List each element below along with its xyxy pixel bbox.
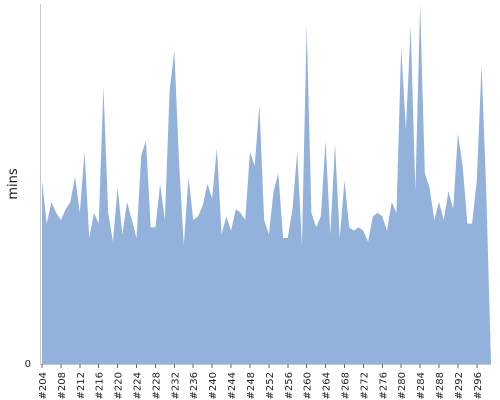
x-tick-label: #296 bbox=[473, 372, 484, 399]
area-series-1 bbox=[42, 4, 491, 364]
x-tick-label: #264 bbox=[322, 372, 333, 399]
x-tick-label: #236 bbox=[189, 372, 200, 399]
area-layer bbox=[42, 4, 491, 364]
x-tick-label: #292 bbox=[454, 372, 465, 399]
x-tick-label: #256 bbox=[284, 372, 295, 399]
x-tick-label: #224 bbox=[133, 372, 144, 399]
x-tick-label: #288 bbox=[435, 372, 446, 399]
y-axis-title: mins bbox=[6, 168, 21, 200]
x-tick-label: #252 bbox=[265, 372, 276, 399]
axis-layer bbox=[40, 4, 491, 365]
x-tick-label: #212 bbox=[76, 372, 87, 399]
x-tick-label: #268 bbox=[340, 372, 351, 399]
x-tick-label: #260 bbox=[303, 372, 314, 399]
x-tick-label: #240 bbox=[208, 372, 219, 399]
y-tick-layer: 0 bbox=[25, 359, 31, 370]
y-tick-label: 0 bbox=[25, 359, 31, 370]
x-tick-label: #280 bbox=[397, 372, 408, 399]
x-tick-label: #244 bbox=[227, 372, 238, 399]
x-tick-label: #208 bbox=[57, 372, 68, 399]
x-tick-label: #216 bbox=[95, 372, 106, 399]
x-tick-label: #220 bbox=[114, 372, 125, 399]
x-tick-label: #232 bbox=[170, 372, 181, 399]
x-tick-label: #284 bbox=[416, 372, 427, 399]
x-tick-label: #276 bbox=[378, 372, 389, 399]
x-tick-label: #248 bbox=[246, 372, 257, 399]
x-tick-label: #272 bbox=[359, 372, 370, 399]
x-tick-layer: #204 #208 #212 #216 #220 #224 #228 #232 #236 #240… bbox=[38, 364, 484, 399]
x-tick-label: #228 bbox=[151, 372, 162, 399]
x-tick-label: #204 bbox=[38, 372, 49, 399]
